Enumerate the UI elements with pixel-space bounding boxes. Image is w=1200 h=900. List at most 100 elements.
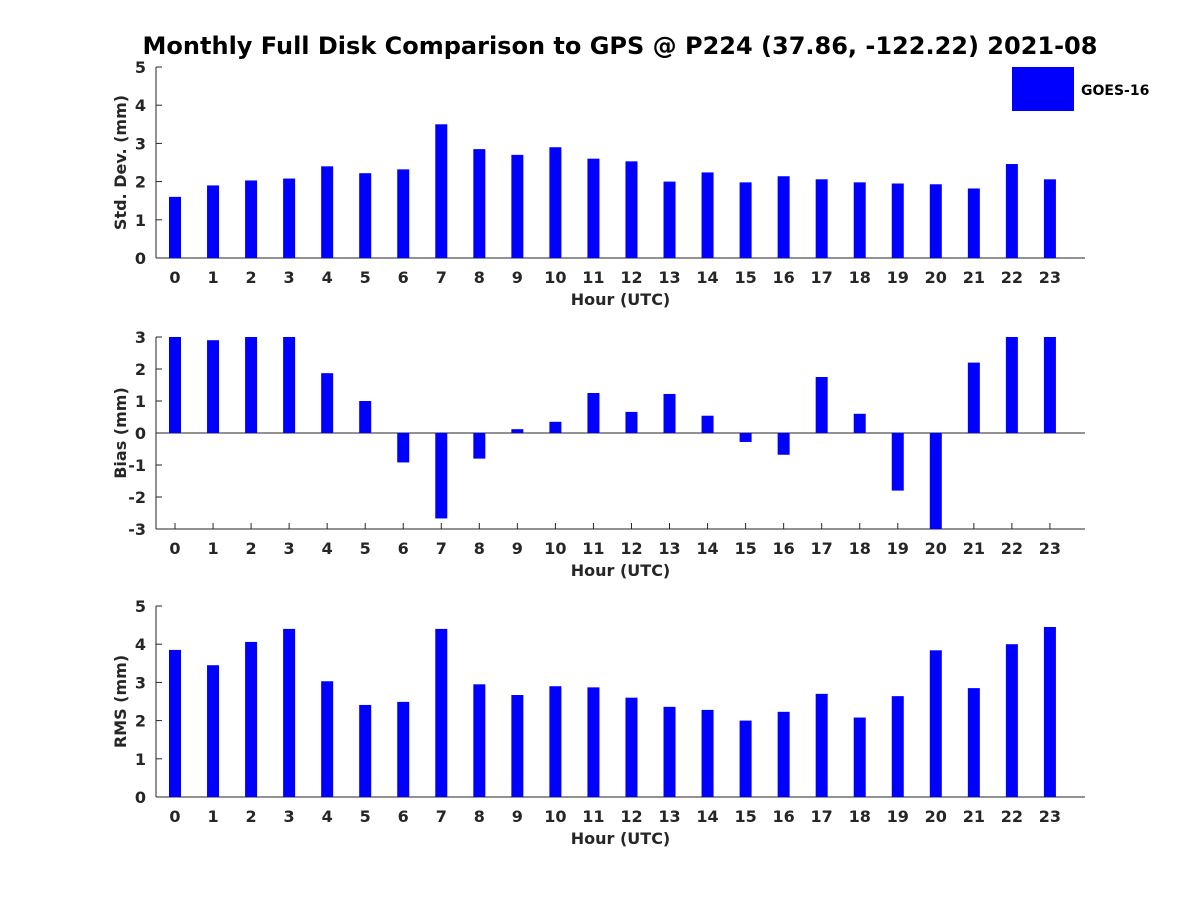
x-axis-label: Hour (UTC) — [571, 829, 671, 848]
x-tick-label: 19 — [887, 807, 909, 826]
x-tick-label: 12 — [620, 268, 642, 287]
y-tick-label: 4 — [135, 96, 146, 115]
x-tick-label: 6 — [398, 268, 409, 287]
bar-hour-19 — [891, 696, 904, 797]
x-tick-label: 4 — [322, 268, 333, 287]
x-tick-label: 0 — [169, 539, 180, 558]
y-tick-label: 2 — [135, 360, 146, 379]
y-tick-label: 3 — [135, 328, 146, 347]
x-tick-label: 8 — [474, 807, 485, 826]
y-axis-label: RMS (mm) — [111, 655, 130, 748]
x-tick-label: 11 — [582, 807, 604, 826]
x-tick-label: 4 — [322, 539, 333, 558]
bar-hour-2 — [245, 337, 258, 433]
bar-hour-23 — [1043, 179, 1056, 258]
bar-hour-3 — [283, 337, 296, 433]
bar-hour-14 — [701, 172, 714, 258]
x-tick-label: 11 — [582, 268, 604, 287]
bar-hour-21 — [967, 188, 980, 258]
bar-hour-18 — [853, 717, 866, 797]
y-axis-label: Bias (mm) — [111, 387, 130, 479]
bar-hour-3 — [283, 628, 296, 797]
x-tick-label: 17 — [811, 539, 833, 558]
x-tick-label: 22 — [1001, 807, 1023, 826]
bar-hour-4 — [321, 681, 334, 797]
x-tick-label: 1 — [207, 539, 218, 558]
x-tick-label: 20 — [925, 539, 947, 558]
bar-hour-2 — [245, 180, 258, 258]
bar-hour-20 — [929, 184, 942, 258]
bar-hour-6 — [397, 169, 410, 258]
bar-hour-8 — [473, 433, 486, 459]
x-tick-label: 13 — [658, 539, 680, 558]
bar-hour-9 — [511, 154, 524, 258]
x-tick-label: 2 — [246, 539, 257, 558]
x-tick-label: 1 — [207, 807, 218, 826]
bar-hour-15 — [739, 433, 752, 442]
x-tick-label: 15 — [734, 807, 756, 826]
x-tick-label: 23 — [1039, 807, 1061, 826]
bar-hour-9 — [511, 429, 524, 433]
y-tick-label: 5 — [135, 597, 146, 616]
bar-hour-10 — [549, 147, 562, 258]
x-tick-label: 5 — [360, 807, 371, 826]
x-tick-label: 12 — [620, 539, 642, 558]
bar-hour-5 — [359, 401, 372, 433]
bar-hour-19 — [891, 433, 904, 491]
bar-hour-15 — [739, 720, 752, 797]
x-tick-label: 7 — [436, 539, 447, 558]
y-tick-label: 0 — [135, 424, 146, 443]
bar-hour-0 — [169, 649, 181, 797]
x-tick-label: 6 — [398, 807, 409, 826]
bar-hour-20 — [929, 650, 942, 797]
x-axis-label: Hour (UTC) — [571, 561, 671, 580]
bar-hour-13 — [663, 393, 676, 433]
bar-hour-22 — [1005, 164, 1018, 258]
bar-hour-18 — [853, 413, 866, 433]
bar-hour-12 — [625, 411, 638, 433]
y-tick-label: 1 — [135, 211, 146, 230]
bar-hour-0 — [169, 337, 181, 433]
bar-hour-1 — [207, 665, 220, 797]
bar-hour-21 — [967, 688, 980, 797]
bar-hour-16 — [777, 176, 790, 258]
legend-label: GOES-16 — [1081, 83, 1149, 99]
bar-hour-4 — [321, 166, 334, 258]
x-tick-label: 23 — [1039, 539, 1061, 558]
x-tick-label: 21 — [963, 268, 985, 287]
bar-hour-14 — [701, 415, 714, 433]
x-tick-label: 13 — [658, 268, 680, 287]
bar-hour-8 — [473, 149, 486, 258]
bar-hour-18 — [853, 182, 866, 258]
x-tick-label: 1 — [207, 268, 218, 287]
y-tick-label: 4 — [135, 635, 146, 654]
bar-hour-6 — [397, 701, 410, 797]
x-tick-label: 19 — [887, 268, 909, 287]
x-tick-label: 9 — [512, 268, 523, 287]
bar-hour-3 — [283, 178, 296, 258]
bar-hour-10 — [549, 686, 562, 797]
x-tick-label: 9 — [512, 539, 523, 558]
bar-hour-17 — [815, 693, 828, 797]
bar-hour-2 — [245, 641, 258, 797]
x-tick-label: 8 — [474, 268, 485, 287]
x-tick-label: 16 — [773, 539, 795, 558]
bar-hour-9 — [511, 695, 524, 797]
x-tick-label: 18 — [849, 807, 871, 826]
bar-hour-22 — [1005, 644, 1018, 797]
bar-hour-13 — [663, 706, 676, 797]
chart-title: Monthly Full Disk Comparison to GPS @ P2… — [143, 32, 1098, 60]
x-tick-label: 11 — [582, 539, 604, 558]
x-tick-label: 5 — [360, 268, 371, 287]
x-tick-label: 23 — [1039, 268, 1061, 287]
x-tick-label: 17 — [811, 268, 833, 287]
bar-hour-7 — [435, 124, 448, 258]
x-tick-label: 18 — [849, 539, 871, 558]
x-tick-label: 21 — [963, 807, 985, 826]
bar-hour-21 — [967, 362, 980, 433]
y-tick-label: 3 — [135, 673, 146, 692]
